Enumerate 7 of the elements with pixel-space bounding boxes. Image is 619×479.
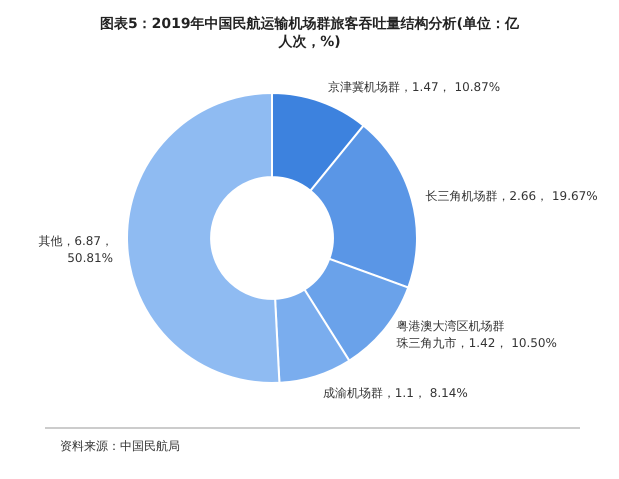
slice-label: 长三角机场群，2.66， 19.67%: [425, 188, 598, 205]
chart-title: 图表5：2019年中国民航运输机场群旅客吞吐量结构分析(单位：亿人次，%): [100, 15, 520, 50]
slice-label: 京津冀机场群，1.47， 10.87%: [328, 78, 500, 96]
slice-label: 其他，6.87， 50.81%: [37, 232, 114, 267]
slice-label: 成渝机场群，1.1， 8.14%: [322, 384, 468, 402]
text: 资料来源：中国民航局: [60, 439, 180, 453]
slice-label: 粤港澳大湾区机场群珠三角九市，1.42， 10.50%: [396, 318, 557, 352]
